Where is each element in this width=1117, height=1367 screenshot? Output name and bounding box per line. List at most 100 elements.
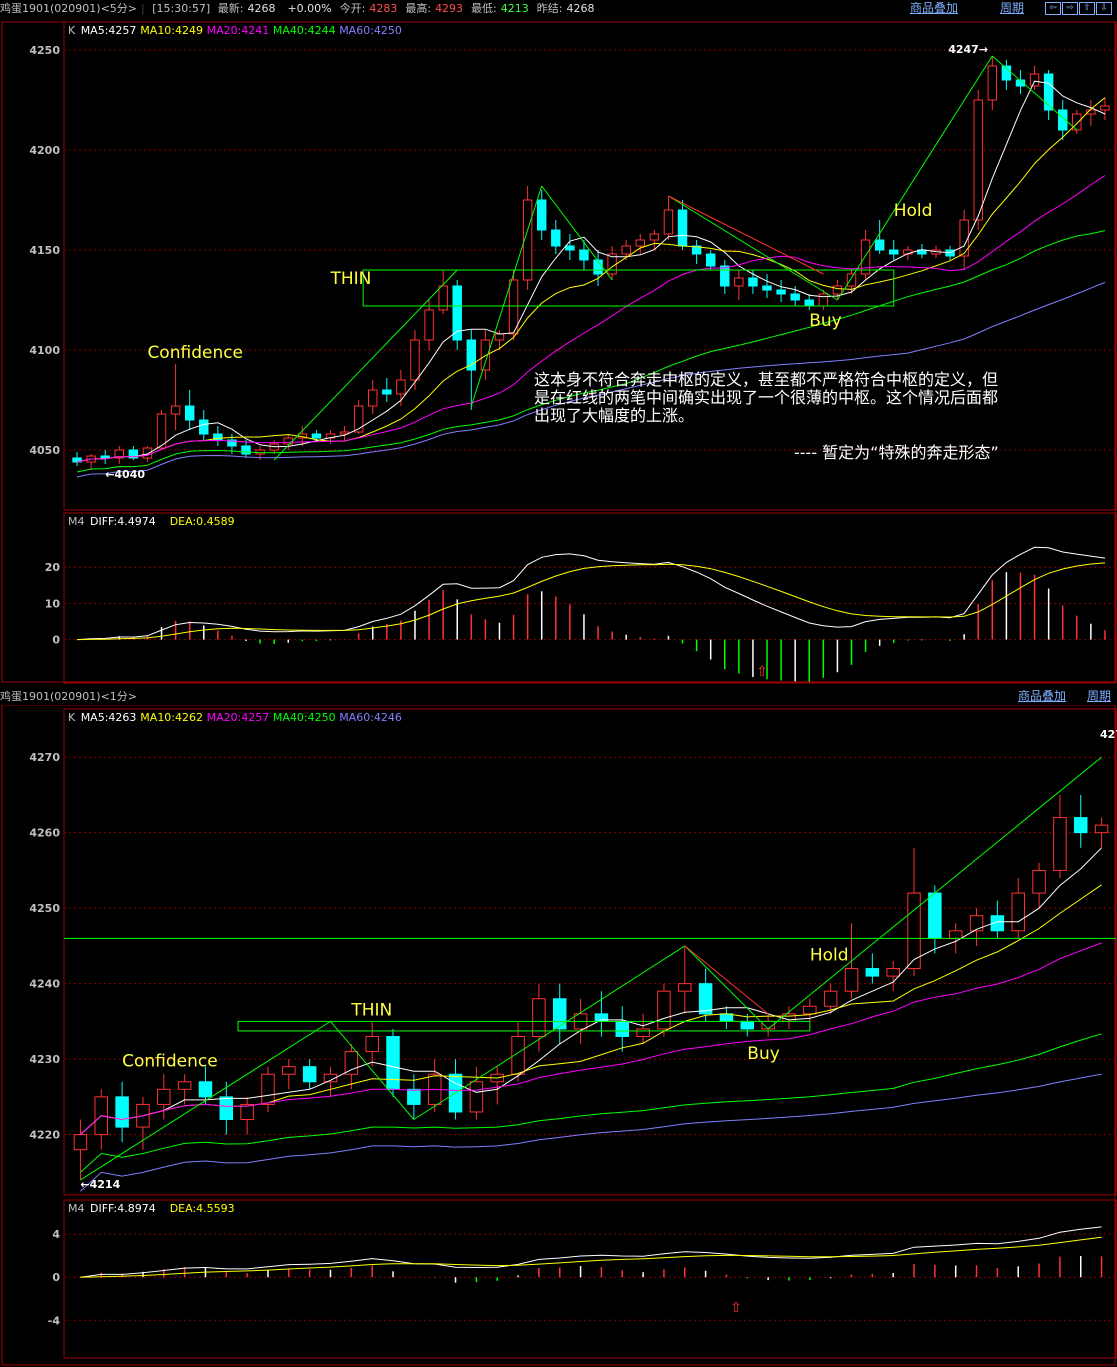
candle-body: [407, 1088, 421, 1105]
y-tick-label: 4260: [29, 827, 60, 840]
outer-frame: [1, 21, 1116, 683]
candle-body: [865, 968, 880, 977]
ma20-line: [80, 942, 1102, 1135]
candle-body: [466, 339, 477, 371]
candle-body: [823, 990, 838, 1007]
candle-body: [115, 1096, 129, 1128]
stroke-line: [836, 55, 993, 301]
candle-body: [1100, 105, 1110, 111]
legend-ma5: MA5:4263: [81, 711, 137, 724]
candle-body: [552, 998, 567, 1030]
candle-body: [219, 1096, 234, 1121]
candle-body: [142, 447, 153, 459]
ma10-line: [80, 884, 1102, 1135]
nav-right-icon[interactable]: ⇨: [1062, 2, 1078, 15]
candle-body: [213, 433, 223, 441]
candle-body: [1053, 817, 1067, 871]
y-tick-label: 0: [52, 1271, 60, 1284]
nav-up-icon[interactable]: ⇧: [1079, 2, 1095, 15]
legend-ma60: MA60:4246: [339, 711, 402, 724]
note-text: 出现了大幅度的上涨。: [534, 406, 694, 425]
candle-body: [241, 445, 251, 455]
low-price-label: ←4214: [80, 1178, 120, 1191]
candle-body: [832, 285, 843, 295]
period-link-1min[interactable]: 周期: [1087, 689, 1112, 703]
quote-field-value: 4268: [566, 2, 595, 15]
y-tick-label: 4: [52, 1228, 60, 1241]
candle-body: [282, 1066, 296, 1075]
candle-body: [170, 405, 181, 415]
candle-body: [128, 449, 139, 459]
y-tick-label: 4240: [29, 978, 60, 991]
candle-body: [734, 277, 744, 287]
candle-body: [532, 998, 546, 1037]
ma5-line: [80, 847, 1102, 1135]
stroke-line: [330, 1021, 415, 1120]
candle-body: [469, 1081, 484, 1113]
y-tick-label: 20: [45, 561, 61, 574]
symbol-label: 鸡蛋1901(020901)<5分>: [0, 2, 138, 15]
high-price-label: 4247→: [948, 43, 988, 56]
top-header-bar: 鸡蛋1901(020901)<5分> | [15:30:57] 最新: 4268 +0…: [0, 0, 1117, 17]
legend-ma20: MA20:4241: [207, 24, 270, 37]
overlay-link-1min[interactable]: 商品叠加: [1018, 689, 1067, 703]
y-tick-label: 4050: [29, 444, 60, 457]
candle-body: [776, 289, 786, 295]
candle-body: [874, 239, 885, 251]
candle-body: [790, 293, 800, 301]
candle-body: [240, 1103, 254, 1121]
candle-body: [615, 1020, 630, 1037]
candle-body: [551, 229, 561, 247]
overlay-link[interactable]: 商品叠加: [910, 1, 959, 15]
candle-body: [73, 1134, 88, 1151]
quote-field-value: 4293: [435, 2, 464, 15]
candle-body: [452, 285, 462, 341]
ma10-line: [76, 97, 1106, 463]
thin-pivot-box: [237, 1020, 811, 1032]
candle-body: [1086, 109, 1096, 115]
nav-left-icon[interactable]: ⇦: [1045, 2, 1061, 15]
bottom-header-bar: 鸡蛋1901(020901)<1分> 商品叠加 周期: [0, 688, 1117, 705]
candle-body: [311, 433, 322, 439]
candle-body: [740, 1020, 755, 1030]
candle-body: [386, 1035, 400, 1090]
legend-ma40: MA40:4250: [273, 711, 336, 724]
candle-body: [323, 1073, 338, 1083]
stroke-line: [668, 195, 838, 301]
candle-body: [157, 1088, 171, 1105]
legend-dea: DEA:0.4589: [170, 515, 235, 528]
stroke-line: [273, 269, 458, 461]
annotation-confidence: Confidence: [122, 1052, 218, 1072]
nav-down-icon[interactable]: ⇩: [1096, 2, 1112, 15]
candle-body: [748, 277, 758, 287]
candle-body: [1072, 113, 1082, 131]
candle-body: [100, 455, 110, 459]
red-stroke-line: [668, 195, 824, 275]
dea-line: [76, 562, 1106, 641]
quote-field-label: 最高:: [405, 2, 432, 15]
note-signature: ---- 暂定为“特殊的奔走形态”: [794, 443, 999, 462]
candle-body: [480, 339, 491, 371]
candle-body: [636, 1028, 650, 1037]
ma60-line: [80, 1073, 1102, 1192]
ma20-line: [76, 175, 1106, 463]
legend-m: M4: [68, 1202, 85, 1215]
candle-body: [396, 379, 406, 395]
annotation-confidence: Confidence: [147, 343, 243, 363]
5min-chart-area[interactable]: 4050 4100 4150 4200 4250 K MA5:4257 MA10:4249 MA…: [0, 18, 1117, 687]
candle-body: [579, 249, 589, 261]
diff-line: [80, 1226, 1102, 1278]
ma40-line: [76, 230, 1106, 473]
y-tick-label: 4230: [29, 1053, 60, 1066]
candle-body: [762, 285, 772, 291]
period-link[interactable]: 周期: [1000, 1, 1025, 15]
symbol-label-1min: 鸡蛋1901(020901)<1分>: [0, 690, 138, 703]
candle-body: [365, 1035, 379, 1053]
candle-body: [990, 915, 1005, 932]
candle-body: [720, 265, 730, 287]
candle-body: [353, 405, 364, 433]
candle-body: [1011, 892, 1025, 932]
time-label: [15:30:57]: [152, 2, 211, 15]
candle-body: [565, 245, 575, 251]
